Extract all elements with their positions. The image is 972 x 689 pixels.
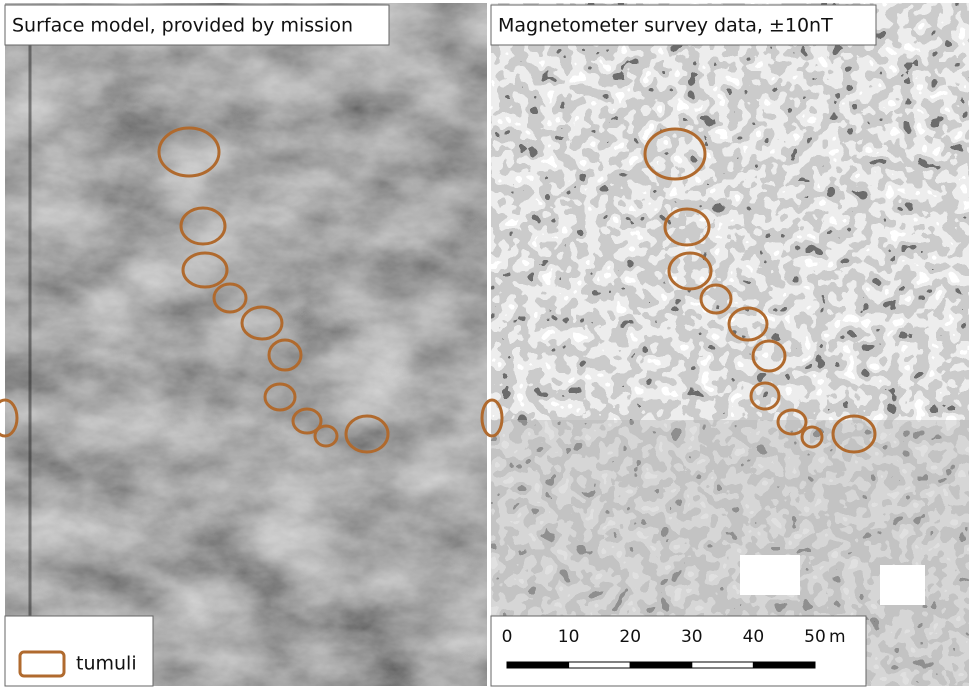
scale-segment [630, 662, 692, 668]
scale-tick-label: 30 [681, 627, 703, 647]
scale-unit: m [829, 627, 846, 647]
scale-segment [569, 662, 631, 668]
surface-image [5, 3, 487, 686]
figure: Surface model, provided by mission Magne… [0, 0, 972, 689]
scale-tick-label: 20 [619, 627, 641, 647]
scale-segment [692, 662, 754, 668]
panel-title: Magnetometer survey data, ±10nT [498, 15, 833, 37]
scale-tick-label: 0 [502, 627, 513, 647]
magnetometer-panel [491, 3, 969, 686]
scale-tick-label: 40 [743, 627, 765, 647]
scale-tick-label: 10 [558, 627, 580, 647]
scale-segment [753, 662, 815, 668]
legend-label: tumuli [76, 653, 137, 675]
surface-panel [5, 3, 487, 686]
scale-tick-label: 50 [804, 627, 826, 647]
panel-title: Surface model, provided by mission [12, 15, 353, 37]
scale-segment [507, 662, 569, 668]
